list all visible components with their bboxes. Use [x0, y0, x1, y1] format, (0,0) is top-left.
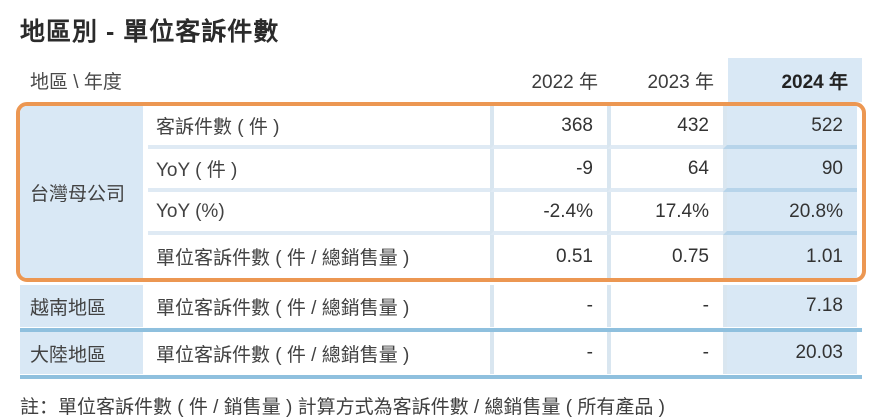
value-cell-2024: 7.18 [723, 285, 857, 327]
highlight-box-taiwan-group: 台灣母公司 客訴件數 ( 件 ) 368 432 522 YoY ( 件 ) -… [16, 102, 866, 282]
value-cell-2024: 20.8% [723, 192, 857, 235]
table-bottom-border [20, 375, 862, 379]
year-header-2023: 2023 年 [647, 71, 714, 93]
region-cell-taiwan: 台灣母公司 [20, 106, 148, 278]
complaints-table: 地區 \ 年度 2022 年 2023 年 2024 年 台灣母公司 客訴件數 … [16, 58, 866, 379]
table-header-row: 地區 \ 年度 2022 年 2023 年 2024 年 [20, 58, 862, 102]
year-header-2022: 2022 年 [531, 71, 598, 93]
table-row: YoY ( 件 ) -9 64 90 [148, 149, 862, 192]
footnote: 註：單位客訴件數 ( 件 / 銷售量 ) 計算方式為客訴件數 / 總銷售量 ( … [20, 397, 665, 418]
value-cell-2023: 432 [607, 106, 723, 149]
value-cell-2022: - [490, 285, 607, 327]
taiwan-metric-rows: 客訴件數 ( 件 ) 368 432 522 YoY ( 件 ) -9 64 9… [148, 106, 862, 278]
table-row-vietnam: 越南地區 單位客訴件數 ( 件 / 總銷售量 ) - - 7.18 [20, 285, 862, 327]
value-cell-2024: 522 [723, 106, 857, 149]
value-cell-2022: 0.51 [490, 235, 607, 278]
metric-label: 單位客訴件數 ( 件 / 總銷售量 ) [156, 248, 410, 269]
value-cell-2022: 368 [490, 106, 607, 149]
value-cell-2023: - [607, 332, 723, 374]
table-row: YoY (%) -2.4% 17.4% 20.8% [148, 192, 862, 235]
value-cell-2022: -2.4% [490, 192, 607, 235]
table-row: 單位客訴件數 ( 件 / 總銷售量 ) 0.51 0.75 1.01 [148, 235, 862, 278]
value-cell-2022: -9 [490, 149, 607, 192]
value-cell-2023: 64 [607, 149, 723, 192]
metric-label: 客訴件數 ( 件 ) [148, 106, 490, 149]
table-row-mainland: 大陸地區 單位客訴件數 ( 件 / 總銷售量 ) - - 20.03 [20, 332, 862, 374]
table-row: 客訴件數 ( 件 ) 368 432 522 [148, 106, 862, 149]
corner-label: 地區 \ 年度 [30, 71, 122, 93]
value-cell-2024: 1.01 [723, 235, 857, 278]
region-cell-mainland: 大陸地區 [20, 332, 148, 374]
page-title: 地區別 - 單位客訴件數 [20, 18, 280, 46]
value-cell-2024: 20.03 [723, 332, 857, 374]
row-divider [20, 328, 862, 332]
value-cell-2022: - [490, 332, 607, 374]
value-cell-2023: - [607, 285, 723, 327]
metric-label: YoY (%) [148, 192, 490, 235]
metric-label: YoY ( 件 ) [148, 149, 490, 192]
metric-label: 單位客訴件數 ( 件 / 總銷售量 ) [156, 297, 410, 319]
region-cell-vietnam: 越南地區 [20, 285, 148, 327]
value-cell-2024: 90 [723, 149, 857, 192]
value-cell-2023: 17.4% [607, 192, 723, 235]
year-header-2024: 2024 年 [728, 58, 862, 102]
value-cell-2023: 0.75 [607, 235, 723, 278]
metric-label: 單位客訴件數 ( 件 / 總銷售量 ) [156, 344, 410, 366]
